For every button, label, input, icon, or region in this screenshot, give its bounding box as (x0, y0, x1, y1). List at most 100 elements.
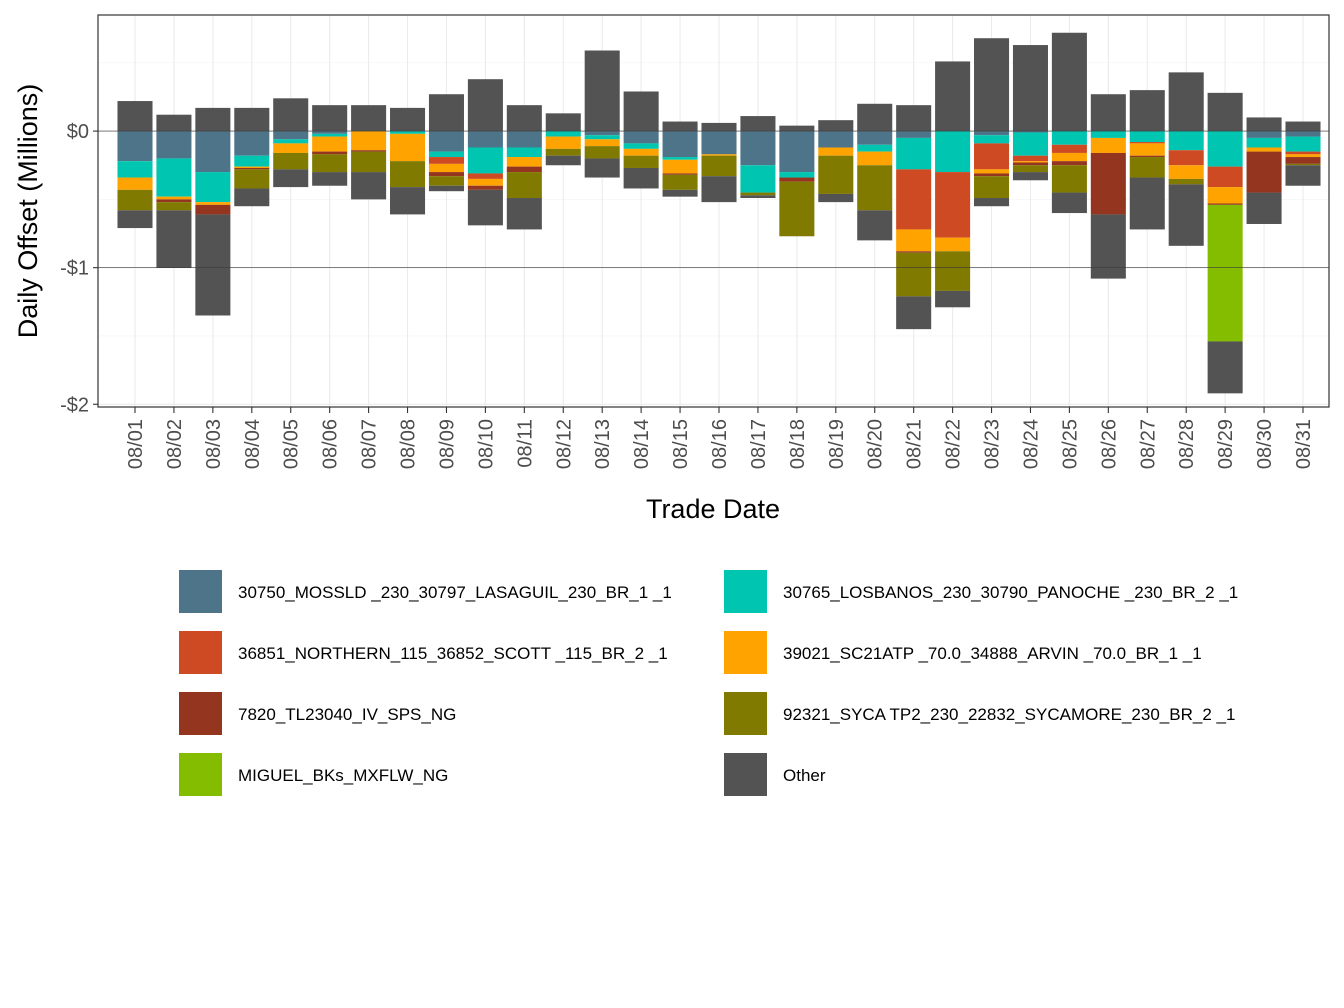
bar-segment (1090, 214, 1126, 279)
bar-segment (1207, 92, 1243, 132)
bar-segment (1168, 72, 1204, 132)
bar-segment (1012, 132, 1048, 156)
bar-segment (974, 173, 1010, 177)
bar-segment (234, 169, 270, 189)
bar-segment (662, 131, 698, 158)
bar-segment (1168, 150, 1204, 166)
bar-segment (1129, 131, 1165, 143)
bar-segment (117, 177, 153, 190)
bar-segment (1051, 144, 1087, 153)
bar-segment (623, 167, 659, 189)
bar-segment (506, 172, 542, 199)
bar-segment (779, 181, 815, 237)
x-tick-label: 08/06 (320, 419, 342, 469)
bar-segment (779, 172, 815, 178)
bar-segment (467, 189, 503, 226)
bar-segment (1129, 155, 1165, 158)
bar-segment (896, 252, 932, 297)
bar-segment (467, 185, 503, 190)
y-tick-label: -$1 (60, 258, 89, 280)
bar-segment (234, 131, 270, 156)
bar-segment (195, 107, 231, 132)
bar-segment (1129, 157, 1165, 178)
bar-segment (312, 131, 348, 134)
bar-segment (584, 50, 620, 132)
legend-key (724, 692, 767, 735)
x-tick-label: 08/21 (904, 419, 926, 469)
bar-segment (1051, 165, 1087, 193)
x-tick-label: 08/22 (943, 419, 965, 469)
bar-segment (857, 144, 893, 152)
bar-segment (1051, 152, 1087, 162)
bar-segment (662, 121, 698, 132)
bar-segment (390, 161, 426, 188)
bar-segment (428, 176, 464, 186)
legend-key (724, 753, 767, 796)
bar-segment (467, 147, 503, 174)
bar-segment (545, 155, 581, 166)
bar-segment (779, 177, 815, 182)
bar-segment (273, 131, 309, 140)
bar-segment (974, 143, 1010, 170)
legend-label: 30750_MOSSLD _230_30797_LASAGUIL_230_BR_… (238, 583, 672, 602)
bar-segment (117, 161, 153, 178)
legend: 30750_MOSSLD _230_30797_LASAGUIL_230_BR_… (179, 570, 1238, 796)
bar-segment (818, 131, 854, 148)
bar-segment (662, 174, 698, 190)
bar-segment (1090, 131, 1126, 138)
x-tick-label: 08/26 (1098, 419, 1120, 469)
bar-segment (1207, 166, 1243, 188)
bar-segment (1207, 341, 1243, 394)
bar-segment (1246, 151, 1282, 193)
bar-segment (1051, 192, 1087, 214)
bar-segment (195, 131, 231, 173)
bar-segment (623, 155, 659, 168)
x-tick-label: 08/13 (592, 419, 614, 469)
bar-segment (935, 172, 971, 238)
bar-segment (234, 166, 270, 168)
bar-segment (1285, 157, 1321, 164)
bar-segment (156, 202, 192, 211)
bar-segment (701, 176, 737, 203)
bar-segment (740, 131, 776, 166)
bar-segment (351, 172, 387, 200)
bar-segment (1012, 161, 1048, 163)
bar-segment (117, 101, 153, 132)
x-tick-label: 08/09 (436, 419, 458, 469)
bar-segment (428, 151, 464, 158)
bar-segment (545, 131, 581, 137)
bar-segment (935, 237, 971, 252)
bar-segment (818, 193, 854, 203)
bar-segment (974, 135, 1010, 144)
bar-segment (623, 148, 659, 156)
bar-segment (740, 195, 776, 199)
bar-segment (545, 148, 581, 156)
bar-segment (117, 189, 153, 211)
bar-segment (312, 105, 348, 132)
bar-segment (584, 135, 620, 140)
bar-segment (623, 91, 659, 132)
bar-segment (1285, 151, 1321, 155)
bar-segment (623, 143, 659, 149)
bar-segment (1285, 131, 1321, 137)
legend-key (179, 692, 222, 735)
x-tick-label: 08/17 (748, 419, 770, 469)
bar-segment (1207, 187, 1243, 204)
bar-segment (1285, 165, 1321, 186)
bar-segment (1246, 137, 1282, 148)
bar-segment (584, 139, 620, 147)
x-tick-label: 08/10 (475, 419, 497, 469)
legend-label: 7820_TL23040_IV_SPS_NG (238, 705, 456, 724)
bar-segment (506, 157, 542, 167)
bar-segment (428, 172, 464, 177)
bar-segment (857, 165, 893, 211)
x-tick-label: 08/31 (1293, 419, 1315, 469)
bar-segment (156, 199, 192, 203)
x-tick-label: 08/07 (359, 419, 381, 469)
x-axis: 08/01 08/02 08/03 08/04 08/05 08/06 08/07 08/08… (125, 407, 1315, 469)
bar-segment (195, 204, 231, 215)
x-tick-label: 08/19 (826, 419, 848, 469)
x-tick-label: 08/15 (670, 419, 692, 469)
bar-segment (390, 107, 426, 132)
